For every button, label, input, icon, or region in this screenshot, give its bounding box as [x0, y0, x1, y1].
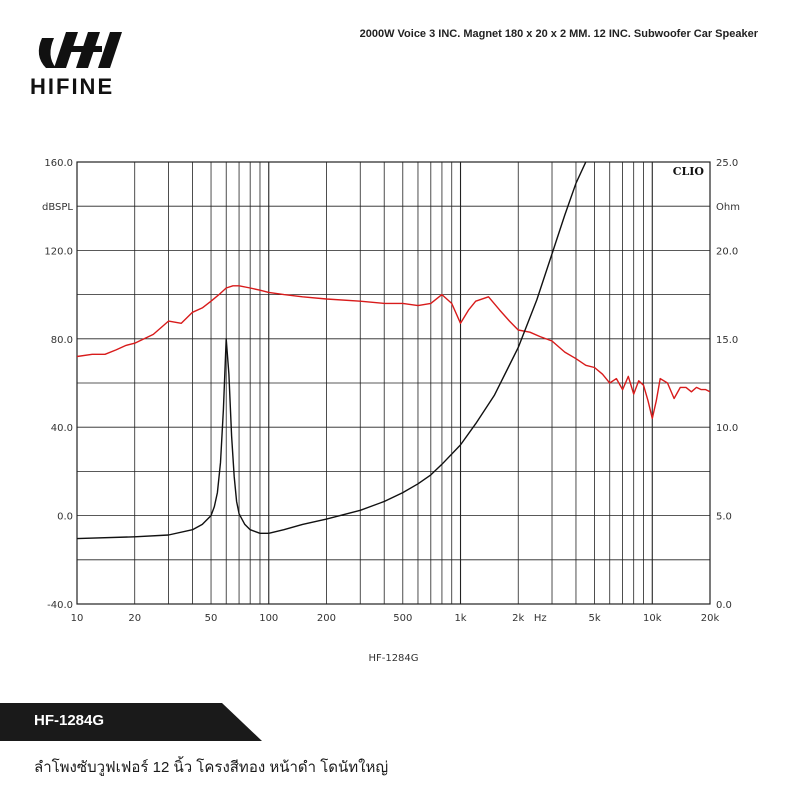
product-title: 2000W Voice 3 INC. Magnet 180 x 20 x 2 M…: [359, 28, 758, 40]
x-tick-label: 50: [205, 613, 218, 624]
y-left-tick-label: 160.0: [44, 158, 73, 169]
footer-model-banner: [0, 703, 262, 741]
y-right-tick-label: 10.0: [716, 423, 738, 434]
x-tick-label: 2k: [512, 613, 524, 624]
x-tick-label: 20: [128, 613, 141, 624]
y-right-tick-label: 20.0: [716, 246, 738, 257]
y-right-tick-label: 15.0: [716, 335, 738, 346]
footer-model-label: HF-1284G: [34, 712, 105, 729]
brand-name: HIFINE: [30, 74, 115, 99]
hifine-logo-icon: [38, 32, 122, 68]
x-tick-label: 500: [393, 613, 412, 624]
y-left-unit-label: dBSPL: [42, 202, 73, 213]
y-left-tick-label: 80.0: [51, 335, 73, 346]
frequency-response-chart: 10 20 50 100 200 500 1k 2k 5k 10k 20k Hz 160.0 120.0 8…: [42, 158, 740, 664]
y-right-tick-label: 25.0: [716, 158, 738, 169]
y-left-tick-label: 0.0: [57, 512, 73, 523]
y-left-tick-label: 40.0: [51, 423, 73, 434]
footer-description: ลำโพงซับวูฟเฟอร์ 12 นิ้ว โครงสีทอง หน้าด…: [34, 759, 389, 776]
y-right-tick-label: 0.0: [716, 600, 732, 611]
y-right-unit-label: Ohm: [716, 202, 740, 213]
x-tick-label: 1k: [454, 613, 466, 624]
x-tick-label: 100: [259, 613, 278, 624]
y-left-tick-label: 120.0: [44, 246, 73, 257]
y-left-tick-label: -40.0: [47, 600, 73, 611]
x-tick-label: 5k: [588, 613, 600, 624]
x-tick-label: 10: [71, 613, 84, 624]
x-tick-label: 20k: [701, 613, 720, 624]
y-right-tick-label: 5.0: [716, 512, 732, 523]
impedance-line: [77, 162, 587, 540]
x-unit-label: Hz: [534, 613, 547, 624]
x-tick-label: 10k: [643, 613, 662, 624]
spl-response-line: [77, 285, 710, 420]
clio-label: CLIO: [673, 165, 705, 178]
brand-logo: HIFINE: [28, 28, 128, 100]
chart-caption: HF-1284G: [368, 653, 418, 664]
x-tick-label: 200: [317, 613, 336, 624]
